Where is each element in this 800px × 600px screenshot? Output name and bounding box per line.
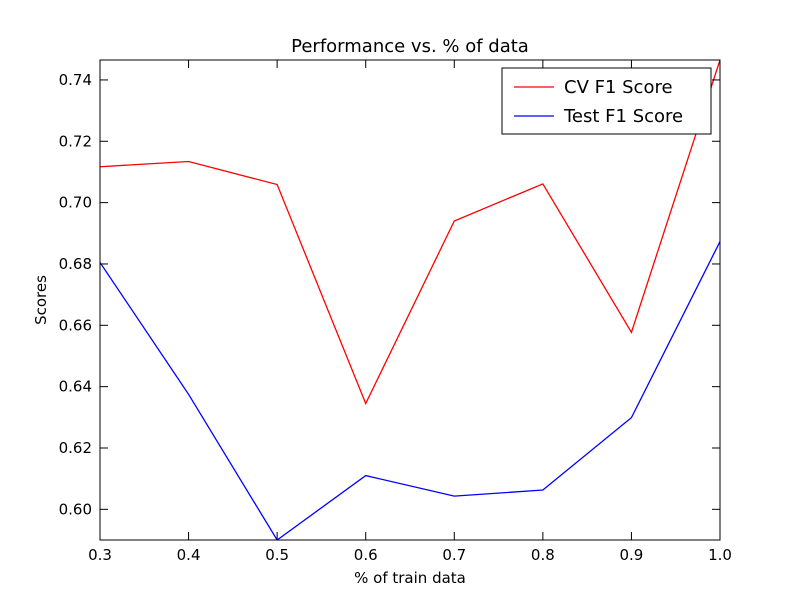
y-tick-label: 0.64 [59, 378, 92, 396]
y-tick-label: 0.60 [59, 500, 92, 518]
y-tick-label: 0.74 [59, 71, 92, 89]
plot-area [99, 59, 721, 541]
y-axis-label: Scores [32, 275, 50, 325]
x-axis-label: % of train data [354, 569, 466, 587]
y-tick-label: 0.68 [59, 255, 92, 273]
y-tick-label: 0.70 [59, 194, 92, 212]
series-line-1 [100, 60, 720, 406]
y-tick-label: 0.66 [59, 316, 92, 334]
legend: CV F1 Score Test F1 Score [501, 67, 712, 135]
x-tick-label: 0.9 [619, 546, 643, 564]
x-tick-label: 0.6 [354, 546, 378, 564]
chart-title: Performance vs. % of data [291, 36, 529, 57]
y-tick-label: 0.72 [59, 132, 92, 150]
legend-label-2: Test F1 Score [563, 106, 683, 127]
axis-ticks: 0.3 0.4 0.5 0.6 0.7 0.8 0.9 1.0 0.60 0.62 0.64 0.66… [59, 60, 732, 564]
y-tick-label: 0.62 [59, 439, 92, 457]
x-tick-label: 0.5 [265, 546, 289, 564]
x-tick-label: 0.3 [88, 546, 112, 564]
x-tick-label: 0.4 [177, 546, 201, 564]
plot-frame [99, 59, 721, 541]
series-line-2 [100, 241, 720, 540]
legend-box [501, 67, 712, 135]
x-tick-label: 1.0 [708, 546, 732, 564]
x-tick-label: 0.8 [531, 546, 555, 564]
legend-label-1: CV F1 Score [564, 77, 673, 98]
x-tick-label: 0.7 [442, 546, 466, 564]
